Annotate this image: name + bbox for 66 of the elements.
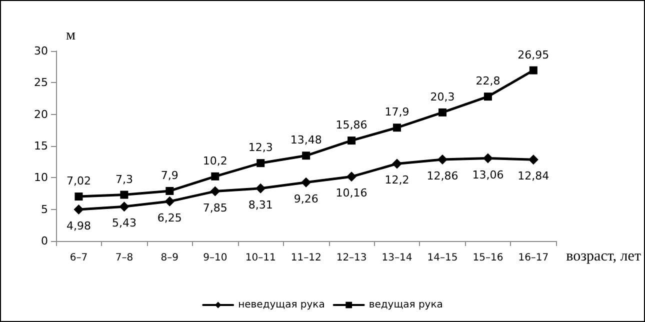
x-tick-label: 9–10 xyxy=(203,252,228,264)
y-tick-label: 25 xyxy=(34,76,48,90)
x-tick-label: 12–13 xyxy=(336,252,367,264)
point xyxy=(348,136,356,145)
point xyxy=(392,158,402,169)
point xyxy=(211,172,220,180)
data-label: 7,9 xyxy=(160,168,178,182)
data-label: 17,9 xyxy=(384,106,410,119)
point xyxy=(164,196,175,206)
y-tick-label: 10 xyxy=(34,171,48,184)
data-label: 4,98 xyxy=(66,219,91,232)
data-label: 10,2 xyxy=(202,154,228,168)
point xyxy=(484,92,492,101)
data-label: 7,3 xyxy=(115,172,133,186)
data-label: 9,26 xyxy=(294,192,318,206)
x-tick-label: 15–16 xyxy=(472,252,504,264)
data-label: 26,95 xyxy=(518,48,550,62)
x-tick-label: 11–12 xyxy=(290,252,322,264)
point xyxy=(256,159,265,168)
data-label: 22,8 xyxy=(476,74,500,88)
x-tick-label: 13–14 xyxy=(382,252,412,264)
point xyxy=(210,186,220,196)
data-label: 5,43 xyxy=(112,216,136,230)
x-tick-label: 16–17 xyxy=(518,252,549,264)
point xyxy=(166,186,174,195)
legend-label: ведущая рука xyxy=(368,300,443,310)
x-tick-label: 7–8 xyxy=(115,252,134,264)
x-tick-label: 10–11 xyxy=(245,252,276,264)
y-tick-label: 20 xyxy=(34,108,48,121)
point xyxy=(74,192,83,201)
y-tick-label: 0 xyxy=(41,234,48,248)
point xyxy=(302,152,310,160)
data-label: 15,86 xyxy=(336,118,368,132)
y-axis-title: м xyxy=(66,28,76,44)
point xyxy=(528,154,538,165)
point xyxy=(482,153,493,164)
point xyxy=(74,204,84,214)
point xyxy=(438,108,446,116)
point xyxy=(256,183,266,194)
x-tick-label: 6–7 xyxy=(70,252,88,264)
data-label: 12,86 xyxy=(426,170,458,183)
y-tick-label: 30 xyxy=(34,44,48,58)
point xyxy=(301,177,312,188)
x-axis-title: возраст, лет xyxy=(566,248,642,264)
data-label: 13,48 xyxy=(290,134,322,147)
data-label: 13,06 xyxy=(472,168,504,182)
data-label: 12,84 xyxy=(518,170,550,183)
data-label: 8,31 xyxy=(248,198,273,212)
x-tick-label: 14–15 xyxy=(427,252,458,264)
point xyxy=(437,154,448,165)
data-label: 20,3 xyxy=(430,90,455,104)
point xyxy=(346,172,357,182)
data-label: 6,25 xyxy=(157,211,182,224)
legend-label: неведущая рука xyxy=(238,300,325,310)
data-label: 12,2 xyxy=(384,174,410,187)
point xyxy=(393,124,402,132)
point xyxy=(529,66,538,74)
data-label: 7,02 xyxy=(66,174,91,188)
point xyxy=(119,202,130,212)
y-tick-label: 15 xyxy=(34,140,48,152)
data-label: 12,3 xyxy=(248,141,273,154)
x-tick-label: 8–9 xyxy=(160,252,179,264)
point xyxy=(120,190,128,199)
y-tick-label: 5 xyxy=(41,202,48,216)
data-label: 10,16 xyxy=(336,186,368,200)
data-label: 7,85 xyxy=(202,201,228,214)
